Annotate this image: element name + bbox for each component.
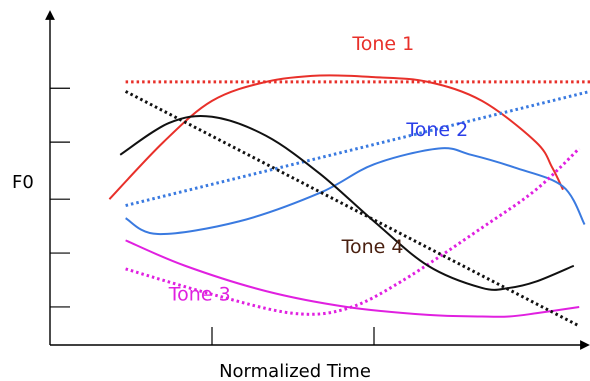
series-tone-4: Tone 4 [119,90,580,328]
tone-2-label: Tone 2 [405,119,468,141]
series-tone-3: Tone 3 [125,147,581,318]
axes [45,10,590,350]
series-layer: Tone 1 Tone 2 Tone 3 Tone 4 [108,33,590,328]
tone-2-dotted-line [125,89,590,207]
tone-3-dotted-line [125,147,581,316]
tone-4-solid-line [119,114,575,291]
series-tone-1: Tone 1 [108,33,590,200]
tone-1-solid-line [108,74,564,200]
series-tone-2: Tone 2 [125,89,590,236]
x-ticks [211,327,375,345]
tone-2-solid-line [125,147,586,236]
tone-4-dotted-line [124,90,580,328]
tone-3-label: Tone 3 [168,284,231,306]
tone-3-solid-line [125,239,580,318]
y-ticks [50,87,70,308]
y-axis-label: F0 [12,172,34,193]
tone-1-label: Tone 1 [351,33,414,55]
tone-4-label: Tone 4 [341,236,404,258]
x-axis-label: Normalized Time [219,361,371,381]
